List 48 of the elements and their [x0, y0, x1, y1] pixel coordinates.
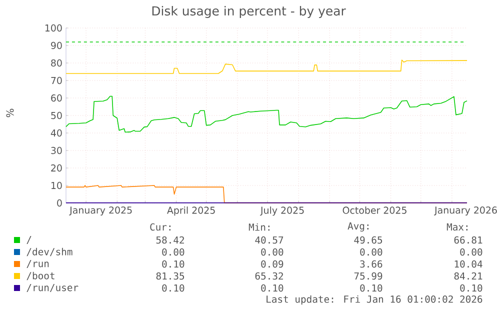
text: 65.32	[255, 272, 283, 280]
text: Avg:	[348, 222, 368, 232]
x-tick-label: January 2026	[434, 206, 497, 216]
text: Last update: Fri Jan 16 01:00:02 2026	[266, 295, 482, 305]
text: 0.09	[261, 260, 284, 268]
y-axis-title: %	[6, 108, 14, 118]
text: Max:	[446, 223, 468, 231]
text: 0.10	[360, 284, 382, 292]
text: 58.42	[156, 236, 184, 244]
legend-label: /boot	[26, 272, 54, 280]
x-tick-label: October 2025	[342, 206, 406, 214]
x-tick-label: July 2025	[260, 206, 304, 216]
x-tick-label: January 2025	[69, 206, 132, 216]
y-tick-label: 30	[51, 146, 62, 154]
text: 3.66	[360, 260, 382, 268]
y-tick-label: 70	[51, 76, 62, 84]
y-tick-label: 10	[51, 182, 62, 190]
text: 0.10	[162, 260, 184, 268]
text: 66.81	[454, 236, 482, 244]
text: 49.65	[354, 236, 382, 244]
legend-label: /	[26, 236, 32, 244]
text: 40.57	[255, 236, 284, 244]
legend-label: /dev/shm	[26, 248, 72, 256]
y-tick-label: 20	[51, 164, 62, 172]
text: 0.10	[162, 284, 184, 292]
text: Min:	[248, 223, 270, 231]
y-tick-label: 50	[51, 112, 62, 120]
legend-label: /run/user	[26, 284, 78, 292]
chart-title: Disk usage in percent - by year	[152, 6, 346, 18]
text: 84.21	[454, 272, 482, 280]
y-tick-label: 90	[51, 42, 62, 50]
y-tick-label: 60	[51, 94, 62, 102]
x-tick-label: April 2025	[167, 206, 215, 216]
y-tick-label: 80	[51, 59, 62, 67]
text: 0.00	[460, 248, 482, 256]
text: 0.10	[460, 284, 482, 292]
text: 81.35	[156, 272, 184, 280]
text: 75.99	[354, 272, 382, 280]
text: Cur:	[150, 223, 170, 231]
y-tick-label: 40	[50, 129, 62, 137]
text: 10.04	[454, 260, 482, 268]
y-tick-label: 100	[45, 24, 62, 32]
legend-label: /run	[26, 260, 49, 268]
text: 0.00	[261, 248, 284, 256]
text: 0.10	[261, 284, 284, 292]
text: 0.00	[360, 248, 382, 256]
text: 0.00	[162, 248, 184, 256]
y-tick-label: 0	[57, 199, 62, 207]
